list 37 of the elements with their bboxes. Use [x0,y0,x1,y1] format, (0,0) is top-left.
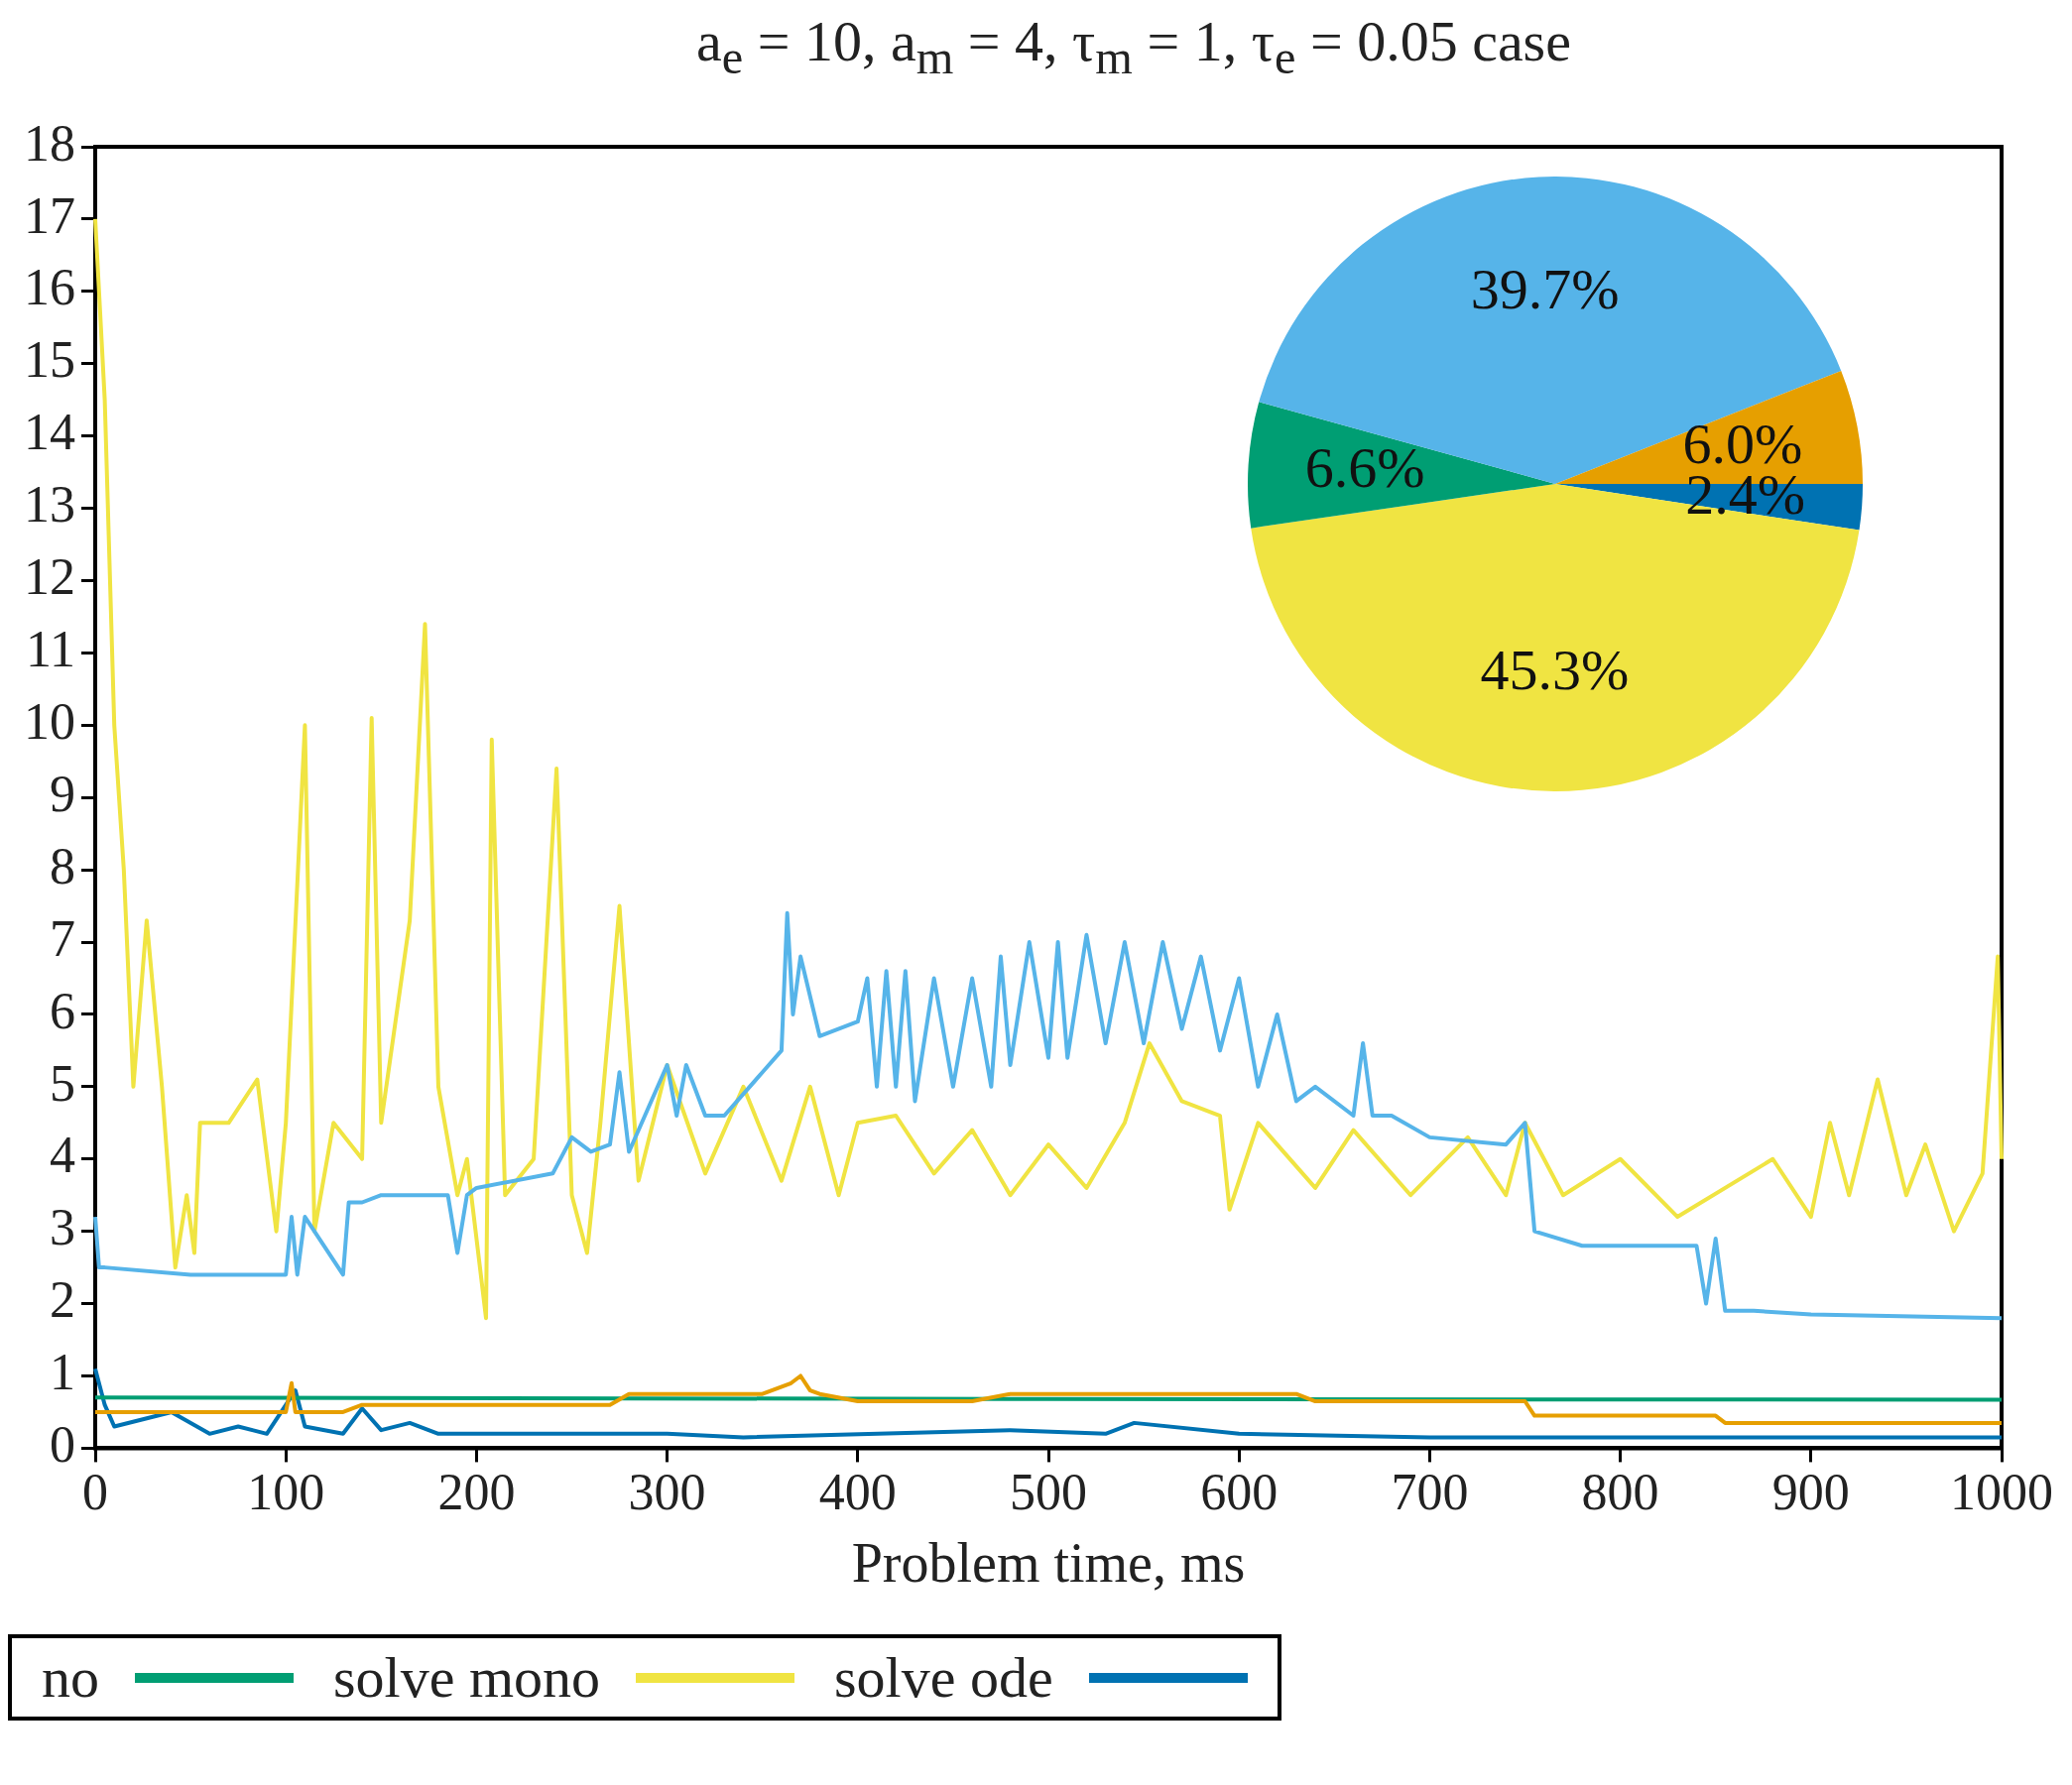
data-label: 45.3% [1480,638,1630,703]
y-tick-label: 17 [24,186,75,244]
y-tick-label: 18 [24,114,75,172]
x-tick-label: 400 [818,1464,897,1521]
y-tick-label: 13 [24,476,75,534]
chart-title: a$_{e}$ = 10, a$_{m}$ = 4, τ$_{m}$ = 1, τ$_{e}$ = 0.05 case [696,9,1571,83]
x-tick-label: 300 [628,1464,706,1521]
y-tick-label: 8 [50,837,75,894]
x-tick-label: 600 [1200,1464,1279,1521]
y-tick-label: 5 [50,1054,75,1112]
y-tick-label: 7 [50,909,75,967]
y-tick-label: 9 [50,765,75,822]
x-axis-title: Problem time, ms [851,1532,1246,1595]
y-tick-label: 14 [24,404,75,461]
legend-label: no [42,1644,99,1711]
y-tick-label: 2 [50,1271,75,1329]
y-tick-label: 3 [50,1199,75,1256]
y-tick-label: 16 [24,259,75,316]
legend-label: solve ode [834,1644,1053,1711]
x-tick-label: 1000 [1950,1464,2053,1521]
y-tick-label: 15 [24,331,75,389]
x-tick-label: 800 [1581,1464,1659,1521]
y-tick-label: 4 [50,1127,75,1184]
y-tick-label: 0 [50,1416,75,1474]
x-tick-label: 200 [437,1464,516,1521]
x-tick-label: 100 [247,1464,325,1521]
y-tick-label: 11 [25,621,75,678]
y-tick-label: 6 [50,982,75,1039]
data-label: 39.7% [1470,257,1620,322]
y-tick-label: 12 [24,548,75,606]
legend-label: solve mono [333,1644,601,1711]
x-tick-label: 700 [1391,1464,1469,1521]
x-tick-label: 500 [1010,1464,1087,1521]
x-tick-label: 900 [1771,1464,1850,1521]
y-tick-label: 10 [24,692,75,750]
y-tick-label: 1 [50,1344,75,1401]
data-label: 6.6% [1304,435,1425,501]
